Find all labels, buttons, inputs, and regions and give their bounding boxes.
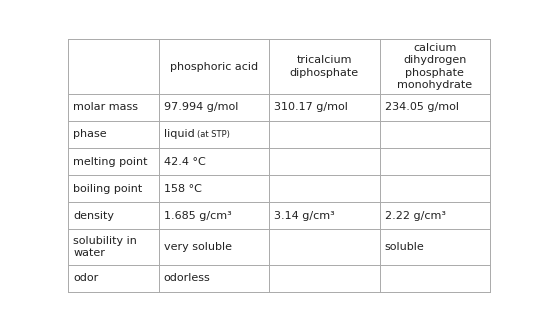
Text: phosphoric acid: phosphoric acid xyxy=(170,62,258,72)
Text: boiling point: boiling point xyxy=(73,184,143,194)
Text: 97.994 g/mol: 97.994 g/mol xyxy=(164,102,238,112)
Text: odor: odor xyxy=(73,273,98,283)
Text: very soluble: very soluble xyxy=(164,242,232,252)
Text: 310.17 g/mol: 310.17 g/mol xyxy=(274,102,348,112)
Text: soluble: soluble xyxy=(385,242,424,252)
Text: tricalcium
diphosphate: tricalcium diphosphate xyxy=(290,55,359,78)
Text: calcium
dihydrogen
phosphate
monohydrate: calcium dihydrogen phosphate monohydrate xyxy=(397,43,472,90)
Text: phase: phase xyxy=(73,130,107,139)
Text: 234.05 g/mol: 234.05 g/mol xyxy=(385,102,459,112)
Text: 158 °C: 158 °C xyxy=(164,184,202,194)
Text: 2.22 g/cm³: 2.22 g/cm³ xyxy=(385,211,446,221)
Text: molar mass: molar mass xyxy=(73,102,138,112)
Text: melting point: melting point xyxy=(73,156,147,167)
Text: (at STP): (at STP) xyxy=(196,130,230,139)
Text: odorless: odorless xyxy=(164,273,211,283)
Text: solubility in
water: solubility in water xyxy=(73,236,137,258)
Text: density: density xyxy=(73,211,114,221)
Text: 42.4 °C: 42.4 °C xyxy=(164,156,206,167)
Text: liquid: liquid xyxy=(164,130,194,139)
Text: 3.14 g/cm³: 3.14 g/cm³ xyxy=(274,211,335,221)
Text: 1.685 g/cm³: 1.685 g/cm³ xyxy=(164,211,231,221)
